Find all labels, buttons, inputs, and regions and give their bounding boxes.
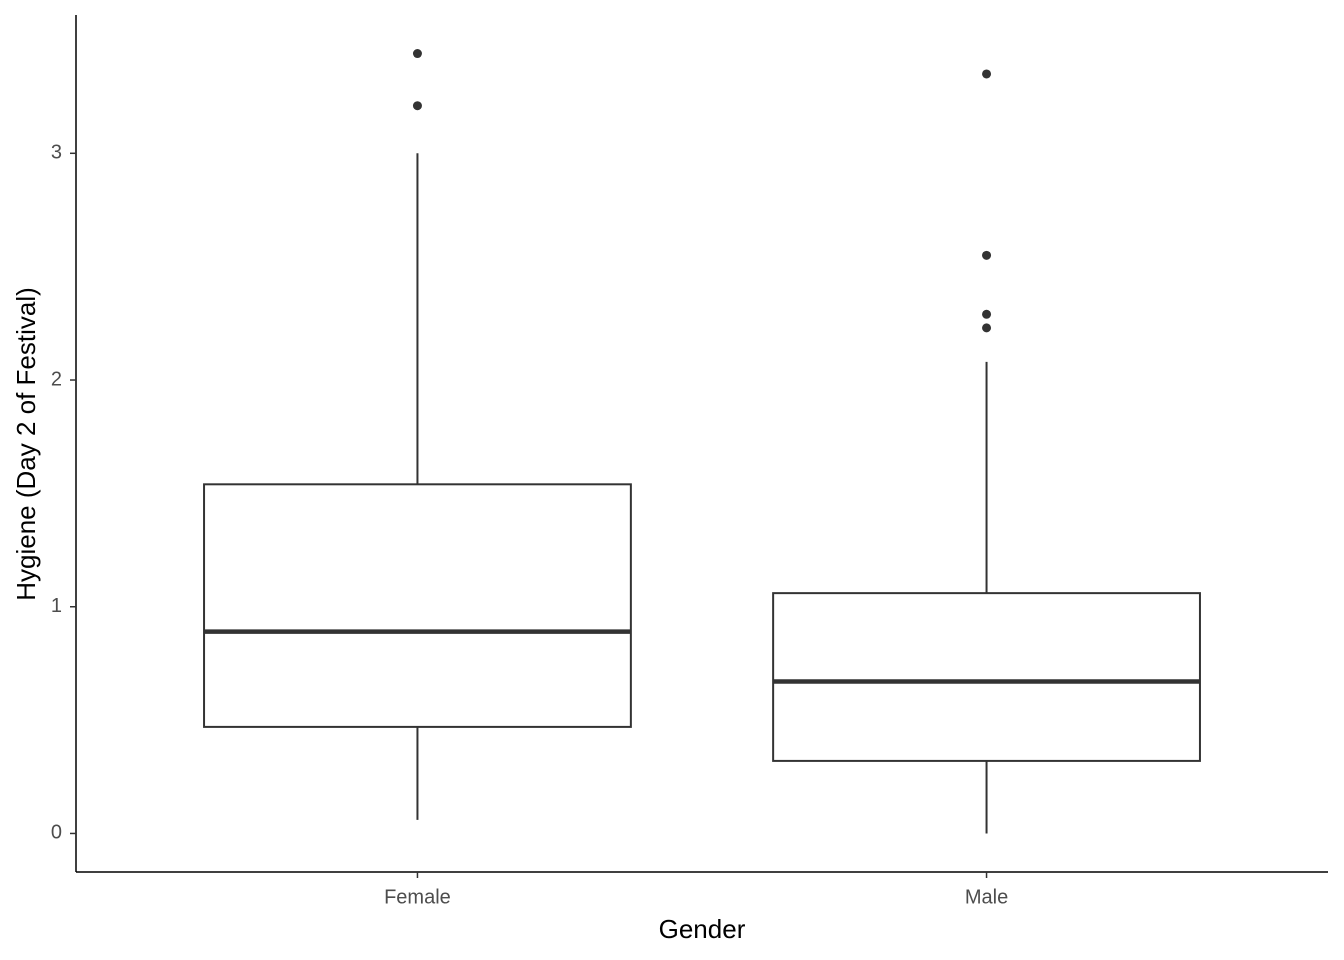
x-tick-label: Female xyxy=(384,886,451,908)
box xyxy=(772,592,1201,762)
outlier xyxy=(412,101,422,111)
outlier xyxy=(412,49,422,59)
y-axis-title: Hygiene (Day 2 of Festival) xyxy=(11,287,41,601)
y-tick-label: 3 xyxy=(51,142,62,164)
box xyxy=(203,483,632,728)
x-axis-title: Gender xyxy=(659,914,746,944)
outlier xyxy=(982,309,992,319)
y-tick-label: 2 xyxy=(51,368,62,390)
outlier xyxy=(982,69,992,79)
y-tick-label: 0 xyxy=(51,822,62,844)
x-tick-label: Male xyxy=(965,886,1008,908)
y-tick-label: 1 xyxy=(51,595,62,617)
outlier xyxy=(982,323,992,333)
outlier xyxy=(982,250,992,260)
